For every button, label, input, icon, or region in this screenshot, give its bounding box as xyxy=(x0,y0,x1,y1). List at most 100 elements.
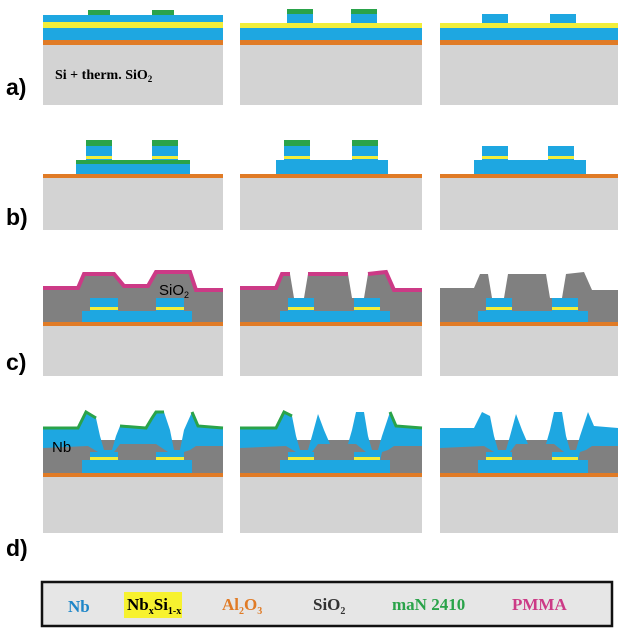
legend-sio2-sub: 2 xyxy=(340,606,345,617)
nb-layer xyxy=(43,28,223,40)
pmma-layer xyxy=(240,272,290,290)
nbsi-layer xyxy=(486,307,512,310)
substrate xyxy=(440,477,618,533)
nbsi-layer xyxy=(288,307,314,310)
legend-al2o3-main: Al xyxy=(222,595,239,614)
annotation-main: Si + therm. SiO xyxy=(55,68,148,83)
legend-sio2-main: SiO xyxy=(313,595,340,614)
nbsi-layer xyxy=(284,156,310,159)
nb-layer xyxy=(440,28,618,40)
nb-annotation: Nb xyxy=(52,439,71,456)
row-c: c) SiO2 xyxy=(6,269,618,376)
man-resist xyxy=(284,140,310,146)
al2o3-layer xyxy=(440,322,618,326)
man-resist xyxy=(152,10,174,15)
pmma-layer xyxy=(43,270,223,292)
nbsi-layer xyxy=(43,22,223,28)
man-resist xyxy=(287,9,313,14)
nb-pillar xyxy=(482,14,508,23)
row-c-panel-1 xyxy=(43,270,223,376)
nb-pillar xyxy=(552,452,578,460)
nbsi-layer xyxy=(548,156,574,159)
substrate xyxy=(43,326,223,376)
row-a-panel-3 xyxy=(440,14,618,105)
nbsi-layer xyxy=(152,156,178,159)
nbsi-layer xyxy=(440,23,618,28)
man-resist xyxy=(43,409,224,430)
legend-al2o3: Al2O3 xyxy=(222,595,262,617)
row-label: a) xyxy=(6,74,26,100)
substrate xyxy=(240,45,422,105)
al2o3-layer xyxy=(43,40,223,45)
nb-pillar xyxy=(287,14,313,23)
legend-nbsi-highlight xyxy=(124,592,182,618)
al2o3-layer xyxy=(440,40,618,45)
nb-top-layer xyxy=(43,15,223,22)
row-c-panel-3 xyxy=(440,272,618,376)
legend-nb-main: Nb xyxy=(68,597,90,616)
substrate xyxy=(240,178,422,230)
man-resist xyxy=(352,140,378,146)
legend-pmma: PMMA xyxy=(512,595,567,614)
row-b-panel-3 xyxy=(440,146,618,230)
row-b: b) xyxy=(6,140,618,230)
sio2-gap xyxy=(318,444,354,460)
nb-base xyxy=(478,311,588,322)
al2o3-layer xyxy=(43,473,223,477)
row-a: a) Si + therm. SiO2 xyxy=(6,9,618,105)
nb-layer xyxy=(240,28,422,40)
legend-nbsi-main2: Si xyxy=(154,595,168,614)
row-d-panel-3 xyxy=(440,412,618,533)
pmma-layer xyxy=(367,269,422,292)
al2o3-layer xyxy=(440,473,618,477)
legend-nb: Nb xyxy=(68,597,90,616)
nb-pillar xyxy=(156,452,184,460)
row-a-panel-1 xyxy=(43,10,223,105)
nb-pillar xyxy=(351,14,377,23)
sio2-annotation: SiO2 xyxy=(159,282,189,300)
row-a-panel-2 xyxy=(240,9,422,105)
nb-pillar xyxy=(288,452,314,460)
man-resist xyxy=(88,10,110,15)
row-d-panel-2 xyxy=(240,409,423,533)
nbsi-layer xyxy=(486,457,512,460)
al2o3-layer xyxy=(240,473,422,477)
annotation-main: SiO xyxy=(159,282,184,299)
legend-al2o3-sub: 2 xyxy=(239,606,244,617)
nbsi-layer xyxy=(156,457,184,460)
nbsi-layer xyxy=(86,156,112,159)
nbsi-layer xyxy=(354,307,380,310)
nbsi-layer xyxy=(482,156,508,159)
row-d: d) Nb xyxy=(6,409,618,561)
nbsi-layer xyxy=(352,156,378,159)
nbsi-layer xyxy=(240,23,422,28)
nbsi-layer xyxy=(354,457,380,460)
legend-nbsi-sub: x xyxy=(149,606,154,617)
row-c-panel-2 xyxy=(240,269,422,376)
nb-pillar xyxy=(354,452,380,460)
substrate xyxy=(440,178,618,230)
al2o3-layer xyxy=(43,174,223,178)
annotation-main: Nb xyxy=(52,439,71,456)
man-resist xyxy=(152,140,178,146)
nb-base xyxy=(276,160,388,174)
nb-base xyxy=(478,460,588,473)
substrate xyxy=(240,477,422,533)
nb-pillar xyxy=(486,452,512,460)
nb-pillar xyxy=(550,14,576,23)
legend-al2o3-sub2: 3 xyxy=(257,606,262,617)
legend-al2o3-main2: O xyxy=(244,595,257,614)
nbsi-layer xyxy=(552,307,578,310)
nbsi-layer xyxy=(90,457,118,460)
al2o3-layer xyxy=(240,174,422,178)
legend-pmma-main: PMMA xyxy=(512,595,567,614)
nb-base xyxy=(474,160,586,174)
al2o3-layer xyxy=(43,322,223,326)
row-b-panel-1 xyxy=(43,140,223,230)
man-resist xyxy=(76,160,190,164)
nb-base xyxy=(82,460,192,473)
al2o3-layer xyxy=(240,40,422,45)
legend: Nb NbxSi1-x Al2O3 SiO2 maN 2410 PMMA xyxy=(40,580,614,628)
al2o3-layer xyxy=(440,174,618,178)
